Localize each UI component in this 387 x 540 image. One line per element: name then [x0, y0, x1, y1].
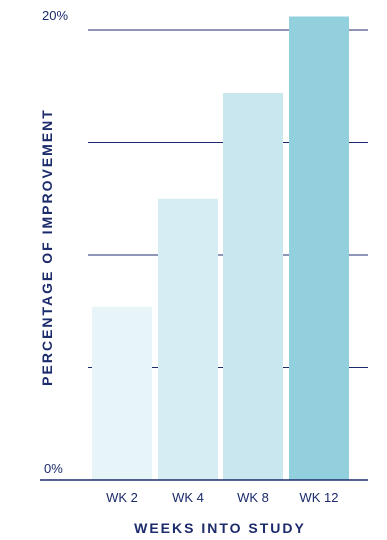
- y-tick-label-20: 20%: [42, 8, 68, 23]
- bar-wk-2: [92, 306, 152, 480]
- y-tick-label-0: 0%: [44, 461, 63, 476]
- x-tick-label: WK 12: [299, 490, 338, 505]
- x-axis-title: WEEKS INTO STUDY: [134, 520, 306, 536]
- x-tick-labels: WK 2 WK 4 WK 8 WK 12: [106, 490, 338, 505]
- x-tick-label: WK 8: [237, 490, 269, 505]
- bar-wk-8: [223, 93, 283, 480]
- bar-wk-12: [289, 16, 349, 480]
- x-tick-label: WK 4: [172, 490, 204, 505]
- bar-wk-4: [158, 198, 218, 480]
- x-tick-label: WK 2: [106, 490, 138, 505]
- y-axis-title: PERCENTAGE OF IMPROVEMENT: [39, 108, 55, 386]
- bars: [92, 16, 349, 480]
